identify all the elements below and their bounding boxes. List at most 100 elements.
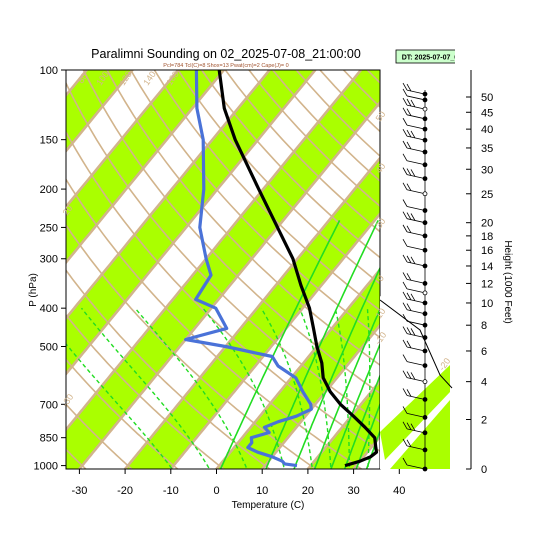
chart-title: Paralimni Sounding on 02_2025-07-08_21:0… — [91, 47, 361, 61]
moist-adiabat-line — [66, 342, 174, 469]
wind-barb-feather — [402, 117, 408, 126]
wind-barb-feather — [406, 439, 412, 448]
height-tick-label: 4 — [481, 377, 487, 389]
wind-barb-feather — [410, 99, 416, 108]
wind-barb-feather — [402, 211, 408, 219]
wind-barb-feather — [406, 371, 412, 379]
wind-barb-dot — [422, 300, 428, 306]
x-tick-label: -30 — [71, 485, 87, 497]
wind-barb-feather — [402, 107, 408, 116]
x-tick-label: -10 — [163, 485, 179, 497]
dry-adiabat-line — [177, 70, 380, 285]
wind-barb-feather — [406, 422, 412, 430]
wind-barb-shaft — [406, 445, 426, 451]
temperature-profile-line — [217, 70, 379, 468]
height-tick-label: 0 — [481, 464, 487, 476]
wind-barb-feather — [402, 281, 408, 290]
moist-adiabat-line — [80, 307, 211, 469]
mixing-ratio-line — [355, 402, 380, 469]
isotherm-line — [77, 100, 380, 469]
p-tick-label: 850 — [40, 433, 58, 445]
wind-barb-panel — [379, 40, 540, 472]
moist-adiabat-line — [134, 307, 248, 469]
wind-barb-feather — [406, 129, 412, 138]
pressure-axis-ticks: 100 150 200 250 300 400 500 700 850 1000 — [34, 65, 66, 473]
isotherm-line — [66, 70, 317, 376]
wind-barb-dot — [422, 233, 428, 239]
wind-barb-shaft — [406, 279, 426, 284]
wind-barb-shaft — [406, 346, 426, 352]
wind-barb-feather — [402, 406, 408, 414]
wind-barb-shaft — [406, 245, 426, 251]
moist-adiabat-line — [298, 307, 332, 469]
dry-adiabat-label: 80 — [76, 71, 90, 85]
height-tick-label: 35 — [481, 143, 493, 155]
wind-barb-feather — [402, 88, 408, 97]
wind-panel-mask — [380, 40, 540, 469]
wind-barb-feather — [406, 98, 412, 107]
temperature-axis-ticks: -30 -20 -10 0 10 20 30 40 — [71, 469, 405, 497]
wind-barb-dot — [422, 220, 428, 226]
wind-barb-feather — [402, 224, 408, 233]
dry-adiabat-lines — [66, 70, 380, 469]
dry-adiabat-line — [66, 81, 380, 423]
dry-adiabat-line — [106, 70, 380, 367]
height-tick-label: 25 — [481, 189, 493, 201]
wind-barb-dot — [422, 430, 428, 436]
wind-barb-shaft — [406, 361, 426, 366]
date-badge-text: DT: 2025-07-07_00:00:00 — [402, 55, 483, 62]
wind-barb-dot — [422, 126, 428, 132]
p-tick-label: 100 — [40, 65, 58, 77]
mixing-ratio-line — [313, 307, 380, 469]
moist-adiabat-line — [366, 308, 371, 469]
wind-barb-feather — [402, 339, 408, 348]
wind-barb-feather — [410, 328, 416, 336]
wind-barb-shaft — [406, 147, 426, 153]
height-tick-label: 18 — [481, 231, 493, 243]
plot-area: 8121620242832 — [66, 70, 380, 469]
wind-barb-shaft — [406, 114, 426, 120]
wind-barb-feather — [402, 199, 408, 207]
p-tick-label: 250 — [40, 222, 58, 234]
wind-barb-feather — [410, 169, 416, 177]
dry-adiabat-label: 50 — [374, 109, 388, 123]
wind-barb-dot — [422, 162, 428, 168]
wind-barb-feather — [402, 438, 408, 447]
x-axis-label: Temperature (C) — [232, 500, 305, 511]
x-tick-label: 0 — [213, 485, 219, 497]
wind-barb-dot — [422, 379, 428, 385]
height-tick-label: 16 — [481, 245, 493, 257]
dry-adiabat-label: 10 — [374, 306, 388, 320]
wind-barb-feather — [402, 82, 408, 91]
p-tick-label: 700 — [40, 399, 58, 411]
wind-barb-dot — [422, 348, 428, 354]
wind-barb-shaft — [406, 206, 426, 211]
temp-band — [66, 70, 380, 469]
wind-barb-feather — [402, 140, 408, 149]
dry-adiabat-line — [129, 70, 380, 339]
x-tick-label: 30 — [347, 485, 359, 497]
mixing-ratio-line — [265, 220, 379, 469]
isotherm-line — [260, 323, 380, 469]
mixing-ratio-line — [365, 428, 380, 469]
dry-adiabat-line — [200, 70, 380, 259]
wind-barb-feather — [406, 303, 412, 311]
wind-barb-feather — [402, 254, 408, 263]
moist-adiabat-lines — [66, 307, 371, 469]
wind-barb-dot — [422, 281, 428, 286]
wind-panel-edge — [379, 299, 453, 389]
dry-adiabat-label: 30 — [374, 216, 388, 230]
wind-barb-feather — [406, 83, 412, 92]
wind-barb-feather — [402, 128, 408, 137]
wind-barb-feather — [406, 292, 412, 301]
wind-barb-feather — [406, 255, 412, 264]
wind-barb-feather — [410, 423, 416, 431]
height-tick-label: 45 — [481, 107, 493, 119]
x-tick-label: -20 — [117, 485, 133, 497]
wind-barb-shaft — [406, 464, 426, 470]
wind-barb-dot — [422, 466, 428, 472]
wind-barb-feather — [402, 457, 408, 466]
wind-barb-dot — [422, 414, 428, 420]
